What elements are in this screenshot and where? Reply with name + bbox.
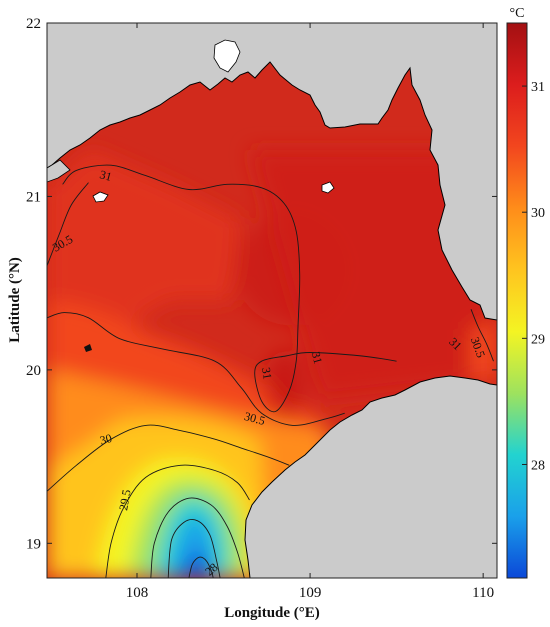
contour-label: 30.5 bbox=[468, 335, 488, 360]
y-tick-label: 20 bbox=[26, 363, 41, 379]
contour-label: 31 bbox=[309, 350, 326, 365]
y-tick-label: 19 bbox=[26, 536, 41, 552]
colorbar-tick-label: 31 bbox=[531, 80, 545, 95]
contour-label: 31 bbox=[98, 167, 113, 184]
contour-line-30-5 bbox=[47, 312, 345, 426]
contour-line-30-5 bbox=[470, 309, 494, 362]
colorbar-tick-label: 28 bbox=[531, 458, 545, 473]
contour-label: 31 bbox=[259, 366, 275, 380]
contour-line-29 bbox=[150, 497, 245, 578]
contour-line-28-5 bbox=[167, 519, 221, 578]
colorbar: °C 28 29 30 31 bbox=[506, 6, 545, 579]
contour-line-30-5 bbox=[47, 182, 89, 266]
colorbar-gradient bbox=[506, 22, 528, 579]
temperature-field bbox=[47, 150, 497, 578]
y-tick-label: 22 bbox=[26, 16, 41, 32]
x-axis-title: Longitude (°E) bbox=[224, 605, 320, 621]
contour-label: 30 bbox=[98, 431, 113, 448]
y-tick-label: 21 bbox=[26, 189, 41, 205]
contour-line-28 bbox=[188, 556, 214, 578]
colorbar-tick-label: 29 bbox=[531, 332, 545, 347]
contour-line-30 bbox=[47, 424, 290, 492]
contour-label: 30.5 bbox=[243, 409, 267, 428]
y-axis-ticks: 19 20 21 22 bbox=[26, 16, 497, 552]
x-tick-label: 109 bbox=[299, 585, 322, 601]
x-tick-label: 110 bbox=[472, 585, 494, 601]
contour-label: 29.5 bbox=[116, 488, 133, 511]
colorbar-tick-label: 30 bbox=[531, 206, 545, 221]
contour-line-29-5 bbox=[105, 464, 250, 578]
x-axis-ticks: 108 109 110 bbox=[126, 23, 494, 601]
colorbar-unit: °C bbox=[510, 6, 525, 21]
x-tick-label: 108 bbox=[126, 585, 149, 601]
contour-lines bbox=[47, 164, 494, 578]
plot-frame bbox=[46, 22, 498, 579]
colorbar-ticks: 28 29 30 31 bbox=[522, 80, 545, 473]
land bbox=[47, 23, 497, 578]
contour-line-31 bbox=[62, 164, 397, 413]
y-axis-title: Latitude (°N) bbox=[7, 257, 23, 343]
